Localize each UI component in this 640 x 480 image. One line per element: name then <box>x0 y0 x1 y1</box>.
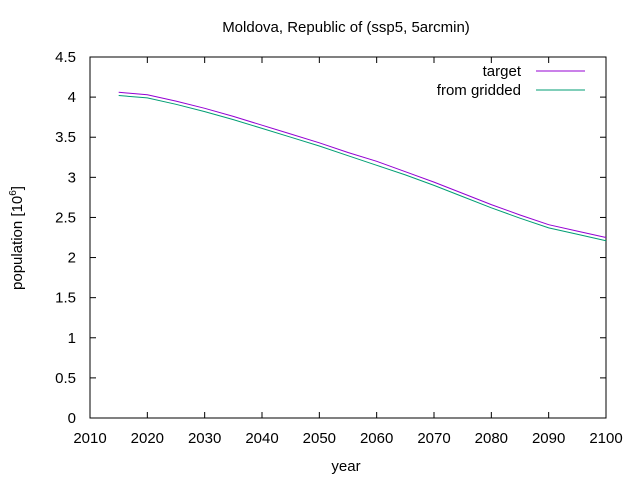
x-tick-label: 2080 <box>475 430 508 447</box>
x-tick-label: 2030 <box>188 430 221 447</box>
y-tick-label: 1.5 <box>55 290 76 307</box>
x-tick-label: 2090 <box>532 430 565 447</box>
series-line-target <box>118 91 607 238</box>
plot-frame <box>89 56 607 419</box>
y-tick-label: 0.5 <box>55 370 76 387</box>
legend-label-from-gridded: from gridded <box>437 82 521 99</box>
y-tick-label: 4 <box>68 89 76 106</box>
y-axis-label-exponent: 6 <box>8 190 19 196</box>
axes: 2010 2020 2030 2040 2050 2060 2070 2080 2090 2100… <box>55 49 623 447</box>
y-axis-label-base: population [10 <box>9 196 26 290</box>
y-tick-label: 1 <box>68 330 76 347</box>
x-tick-label: 2070 <box>417 430 450 447</box>
series-line-from-gridded <box>118 95 607 242</box>
legend: target from gridded <box>437 63 585 99</box>
y-tick-label: 2 <box>68 250 76 267</box>
y-tick-label: 4.5 <box>55 49 76 66</box>
x-tick-label: 2060 <box>360 430 393 447</box>
y-tick-label: 3.5 <box>55 129 76 146</box>
x-tick-label: 2040 <box>245 430 278 447</box>
y-tick-label: 3 <box>68 169 76 186</box>
y-axis-label-close: ] <box>9 186 26 190</box>
legend-label-target: target <box>483 63 522 80</box>
y-axis-label: population [106] <box>8 186 26 290</box>
chart-title: Moldova, Republic of (ssp5, 5arcmin) <box>222 19 470 36</box>
series-lines <box>118 91 607 242</box>
y-tick-label: 0 <box>68 410 76 427</box>
x-tick-label: 2010 <box>73 430 106 447</box>
x-tick-label: 2020 <box>131 430 164 447</box>
x-axis-label: year <box>331 458 360 475</box>
x-tick-label: 2050 <box>303 430 336 447</box>
y-tick-label: 2.5 <box>55 209 76 226</box>
x-tick-label: 2100 <box>589 430 622 447</box>
